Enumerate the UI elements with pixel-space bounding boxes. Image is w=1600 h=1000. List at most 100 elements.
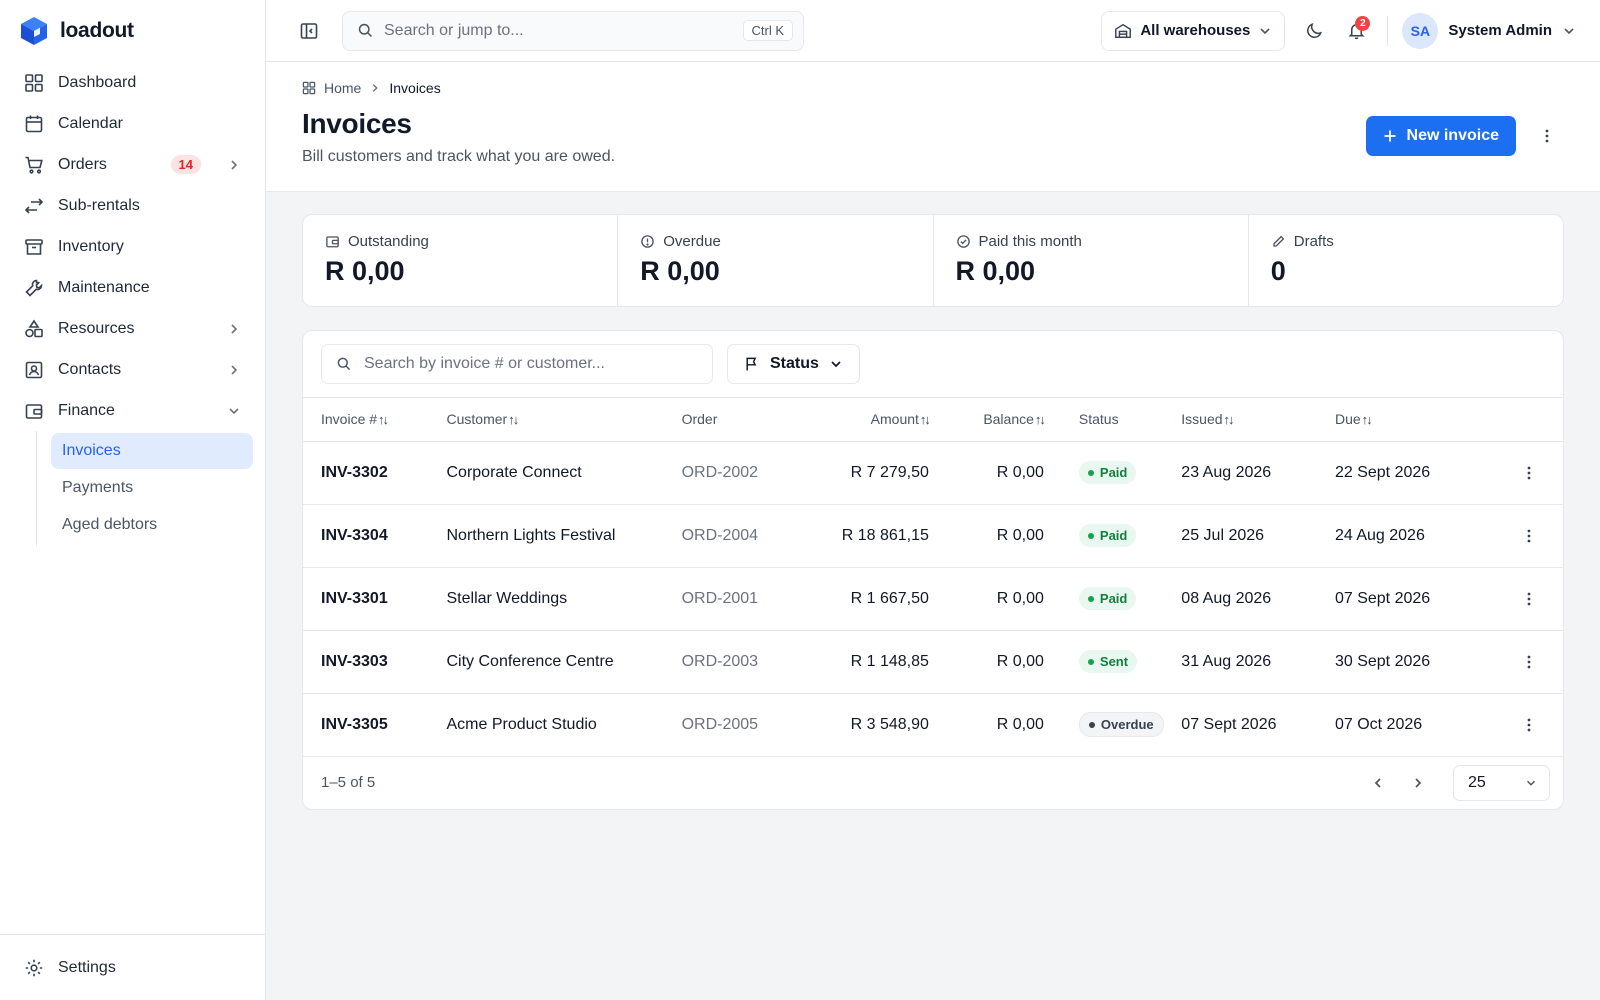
chevron-left-icon [1374,777,1381,788]
archive-icon [25,238,43,255]
status-badge-label: Paid [1099,528,1128,543]
cell-invoice[interactable]: INV-3305 [303,693,447,757]
grid-icon [25,73,43,92]
cell-issued: 31 Aug 2026 [1181,630,1335,694]
invoices-table: Invoice #↑↓ Customer↑↓ Order Amount↑↓ Ba… [303,398,1563,757]
cell-issued: 25 Jul 2026 [1181,504,1335,568]
cell-due: 30 Sept 2026 [1334,630,1503,694]
stat-label: Paid this month [956,233,1226,250]
cell-due: 07 Sept 2026 [1334,567,1503,631]
col-header-invoice[interactable]: Invoice #↑↓ [303,398,447,442]
status-dot [1087,658,1094,665]
col-header-label: Customer [446,411,508,428]
stat-label: Outstanding [325,233,595,250]
invoice-search-input[interactable]: Search by invoice # or customer... [321,344,713,384]
sidebar-subitem-payments[interactable]: Payments [62,479,134,496]
toggle-sidebar-button[interactable] [292,14,326,48]
sidebar-item-resources[interactable]: Resources [14,308,251,349]
cell-due: 24 Aug 2026 [1334,504,1503,568]
col-header-customer[interactable]: Customer↑↓ [446,398,682,442]
col-header-amount[interactable]: Amount↑↓ [801,398,931,442]
table-row[interactable]: INV-3302 Corporate Connect ORD-2002 R 7 … [303,441,1563,505]
notifications-button[interactable]: 2 [1339,14,1373,48]
sidebar-item-maintenance[interactable]: Maintenance [14,267,251,308]
sidebar-item-dashboard[interactable]: Dashboard [14,62,251,103]
cell-order[interactable]: ORD-2003 [681,630,802,694]
table-row[interactable]: INV-3303 City Conference Centre ORD-2003… [303,630,1563,694]
sidebar-item-finance[interactable]: Finance [14,390,251,431]
per-page-select[interactable]: 25 [1453,764,1550,801]
logo-icon [21,17,47,45]
row-menu-button[interactable] [1515,648,1543,676]
search-shortcut-hint: Ctrl K [742,20,793,41]
sidebar-item-label: Orders [58,155,107,173]
table-row[interactable]: INV-3305 Acme Product Studio ORD-2005 R … [303,693,1563,757]
cell-invoice[interactable]: INV-3302 [303,441,447,505]
cell-invoice[interactable]: INV-3301 [303,567,447,631]
col-header-balance[interactable]: Balance↑↓ [928,398,1046,442]
row-menu-button[interactable] [1515,585,1543,613]
breadcrumb-home-link[interactable]: Home [324,80,362,96]
stat-value: R 0,00 [325,256,405,286]
sidebar-item-orders[interactable]: Orders 14 [14,144,251,185]
status-dot [1088,721,1095,728]
status-filter-button[interactable]: Status [727,344,860,384]
cell-order[interactable]: ORD-2005 [681,693,802,757]
col-header-issued[interactable]: Issued↑↓ [1181,398,1335,442]
pager [1361,766,1435,800]
alert-circle-icon [641,235,655,248]
cell-customer: Northern Lights Festival [446,504,682,568]
cell-invoice[interactable]: INV-3303 [303,630,447,694]
row-menu-button[interactable] [1515,522,1543,550]
table-header-row: Invoice #↑↓ Customer↑↓ Order Amount↑↓ Ba… [303,398,1563,442]
cell-issued: 23 Aug 2026 [1181,441,1335,505]
orders-count-badge: 14 [170,155,201,174]
cell-order[interactable]: ORD-2004 [681,504,802,568]
cell-amount: R 1 667,50 [801,567,929,631]
more-actions-button[interactable] [1530,119,1564,153]
user-menu[interactable]: SA System Admin [1402,12,1576,49]
kebab-icon [1527,466,1531,479]
col-header-due[interactable]: Due↑↓ [1334,398,1503,442]
sidebar-item-inventory[interactable]: Inventory [14,226,251,267]
sidebar-subitem-aged-debtors[interactable]: Aged debtors [62,516,158,533]
col-header-status: Status [1043,398,1182,442]
sidebar-item-sub-rentals[interactable]: Sub-rentals [14,185,251,226]
user-name: System Admin [1448,22,1552,39]
pencil-icon [1273,235,1285,247]
cell-invoice[interactable]: INV-3304 [303,504,447,568]
theme-toggle-button[interactable] [1297,14,1331,48]
row-menu-button[interactable] [1515,711,1543,739]
sort-icon: ↑↓ [1361,412,1373,428]
new-invoice-button[interactable]: New invoice [1365,116,1516,156]
chevron-right-icon [373,84,379,92]
sidebar-item-label: Maintenance [58,278,150,296]
topbar-divider [1387,15,1389,46]
stat-value: R 0,00 [955,256,1036,286]
next-page-button[interactable] [1401,766,1435,800]
sidebar-subitem-invoices[interactable]: Invoices [51,433,253,469]
global-search-input[interactable]: Search or jump to... Ctrl K [342,10,804,51]
cell-order[interactable]: ORD-2001 [681,567,802,631]
row-menu-button[interactable] [1515,459,1543,487]
sidebar-item-label: Sub-rentals [58,196,140,214]
sidebar-item-calendar[interactable]: Calendar [14,103,251,144]
warehouse-select-value: All warehouses [1140,22,1251,39]
table-row[interactable]: INV-3301 Stellar Weddings ORD-2001 R 1 6… [303,567,1563,631]
warehouse-select[interactable]: All warehouses [1101,10,1286,51]
status-badge: Paid [1078,461,1137,484]
flag-icon [746,357,757,371]
sidebar-item-contacts[interactable]: Contacts [14,349,251,390]
sort-icon: ↑↓ [508,412,519,428]
cell-order[interactable]: ORD-2002 [681,441,802,505]
cell-due: 22 Sept 2026 [1334,441,1503,505]
chevron-down-icon [831,361,841,368]
main-area: Search or jump to... Ctrl K All warehous… [266,0,1600,1000]
check-circle-icon [956,235,970,248]
prev-page-button[interactable] [1361,766,1395,800]
stat-label: Overdue [640,233,910,250]
brand[interactable]: loadout [0,0,265,62]
stat-label-text: Paid this month [978,233,1082,250]
table-row[interactable]: INV-3304 Northern Lights Festival ORD-20… [303,504,1563,568]
sidebar-item-settings[interactable]: Settings [14,947,251,988]
